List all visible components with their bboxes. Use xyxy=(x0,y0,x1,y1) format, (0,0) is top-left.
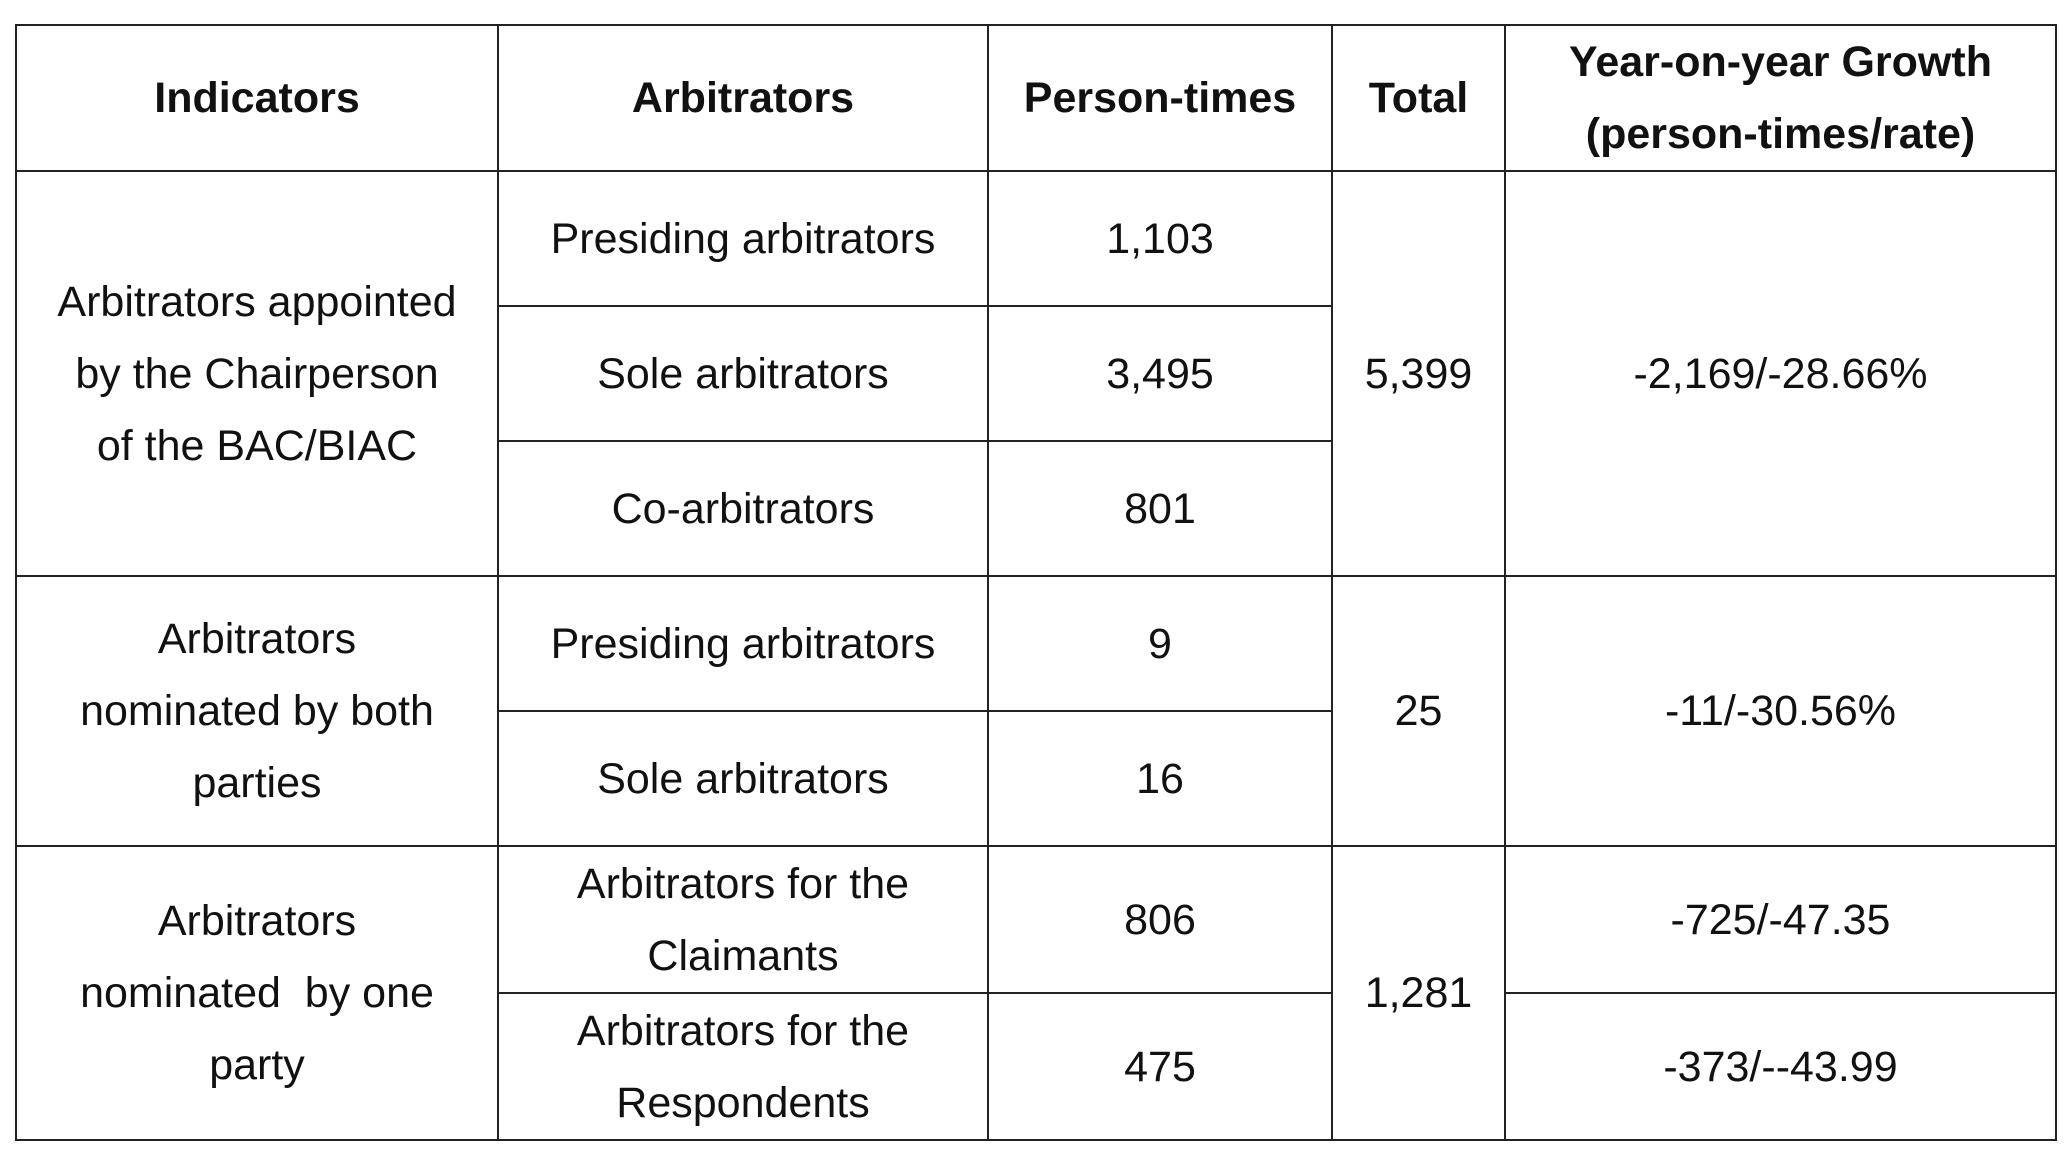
person-times-cell: 806 xyxy=(987,845,1333,994)
header-growth-line1: Year-on-year Growth xyxy=(1569,38,1992,86)
indicator-line: parties xyxy=(192,759,322,807)
person-times-cell: 1,103 xyxy=(987,170,1333,307)
indicator-line: party xyxy=(209,1041,305,1089)
table-row: Arbitrators for the Respondents 475 -373/… xyxy=(16,992,2057,1141)
arbitrator-type-line: Claimants xyxy=(647,931,839,980)
person-times-cell: 801 xyxy=(987,440,1333,577)
arbitrator-type-cell: Arbitrators for the Respondents xyxy=(497,992,989,1141)
arbitrator-type-cell: Co-arbitrators xyxy=(497,440,989,577)
table-row: Sole arbitrators 16 xyxy=(16,710,2056,847)
total-cell: 25 xyxy=(1331,575,1506,847)
indicator-line: Arbitrators xyxy=(157,897,357,945)
person-times-cell: 475 xyxy=(987,992,1333,1141)
growth-cell: -2,169/-28.66% xyxy=(1504,170,2057,577)
arbitrator-type-cell: Presiding arbitrators xyxy=(497,170,989,307)
indicator-line: Arbitrators appointed xyxy=(57,277,457,326)
growth-cell: -373/--43.99 xyxy=(1504,992,2057,1141)
table-row: Co-arbitrators 801 xyxy=(16,440,2056,577)
indicator-cell: Arbitrators nominated by one party xyxy=(15,845,499,1141)
header-growth: Year-on-year Growth (person-times/rate) xyxy=(1504,24,2057,172)
arbitrator-type-line: Arbitrators for the xyxy=(576,859,910,908)
indicator-line: nominated by one xyxy=(80,969,434,1017)
arbitrator-statistics-table: Indicators Arbitrators Person-times Tota… xyxy=(15,24,2057,1141)
total-cell: 1,281 xyxy=(1331,845,1506,1141)
table-row: Sole arbitrators 3,495 xyxy=(16,305,2056,442)
total-cell: 5,399 xyxy=(1331,170,1506,577)
header-growth-line2: (person-times/rate) xyxy=(1585,110,1976,158)
arbitrator-type-cell: Sole arbitrators xyxy=(497,710,989,847)
arbitrator-type-line: Arbitrators for the xyxy=(576,1006,910,1055)
header-row: Indicators Arbitrators Person-times Tota… xyxy=(15,24,2057,172)
indicator-line: Arbitrators xyxy=(157,615,357,663)
header-arbitrators: Arbitrators xyxy=(497,24,989,172)
table-row: Arbitrators appointed by the Chairperson o… xyxy=(15,170,2057,577)
arbitrator-type-cell: Sole arbitrators xyxy=(497,305,989,442)
person-times-cell: 3,495 xyxy=(987,305,1333,442)
indicator-cell: Arbitrators nominated by both parties xyxy=(15,575,499,847)
table-row: Arbitrators nominated by both parties Pres… xyxy=(15,575,2057,847)
arbitrator-type-line: Respondents xyxy=(616,1078,870,1127)
growth-cell: -11/-30.56% xyxy=(1504,575,2057,847)
header-total: Total xyxy=(1331,24,1506,172)
table-row: Arbitrators nominated by one party Arbitra… xyxy=(15,845,2057,1141)
indicator-cell: Arbitrators appointed by the Chairperson o… xyxy=(15,170,499,577)
arbitrator-type-cell: Arbitrators for the Claimants xyxy=(497,845,989,994)
indicator-line: of the BAC/BIAC xyxy=(96,421,418,470)
growth-cell: -725/-47.35 xyxy=(1504,845,2057,994)
person-times-cell: 9 xyxy=(987,575,1333,712)
arbitrator-type-cell: Presiding arbitrators xyxy=(497,575,989,712)
indicator-line: nominated by both xyxy=(80,687,434,735)
indicator-line: by the Chairperson xyxy=(75,349,439,398)
header-person-times: Person-times xyxy=(987,24,1333,172)
person-times-cell: 16 xyxy=(987,710,1333,847)
header-indicators: Indicators xyxy=(15,24,499,172)
